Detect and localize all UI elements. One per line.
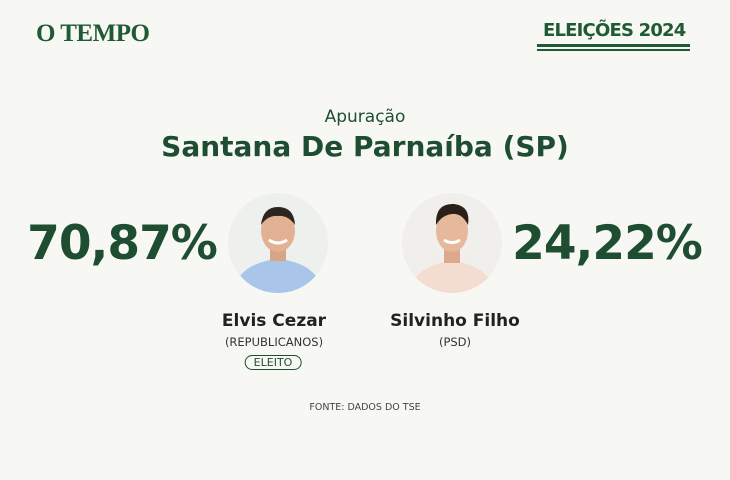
percent: 70,87% <box>27 216 218 271</box>
candidate-name: Elvis Cezar <box>221 311 327 331</box>
badge-line <box>537 44 690 47</box>
percent: 24,22% <box>512 216 703 271</box>
subtitle: Apuração <box>324 107 406 127</box>
badge: ELEIÇÕES 2024 <box>537 18 690 52</box>
badge-text: ELEIÇÕES 2024 <box>543 20 686 41</box>
title: Santana De Parnaíba (SP) <box>161 130 569 163</box>
status-pill: ELEITO <box>244 355 302 370</box>
candidate-photo <box>228 193 328 293</box>
candidate-party: (PSD) <box>438 335 472 349</box>
candidate-party: (REPUBLICANOS) <box>224 335 324 349</box>
candidate-name: Silvinho Filho <box>390 311 520 331</box>
logo: O TEMPO <box>36 20 150 47</box>
badge-line <box>537 49 690 51</box>
source: FONTE: DADOS DO TSE <box>309 402 421 413</box>
candidate-photo <box>402 193 502 293</box>
